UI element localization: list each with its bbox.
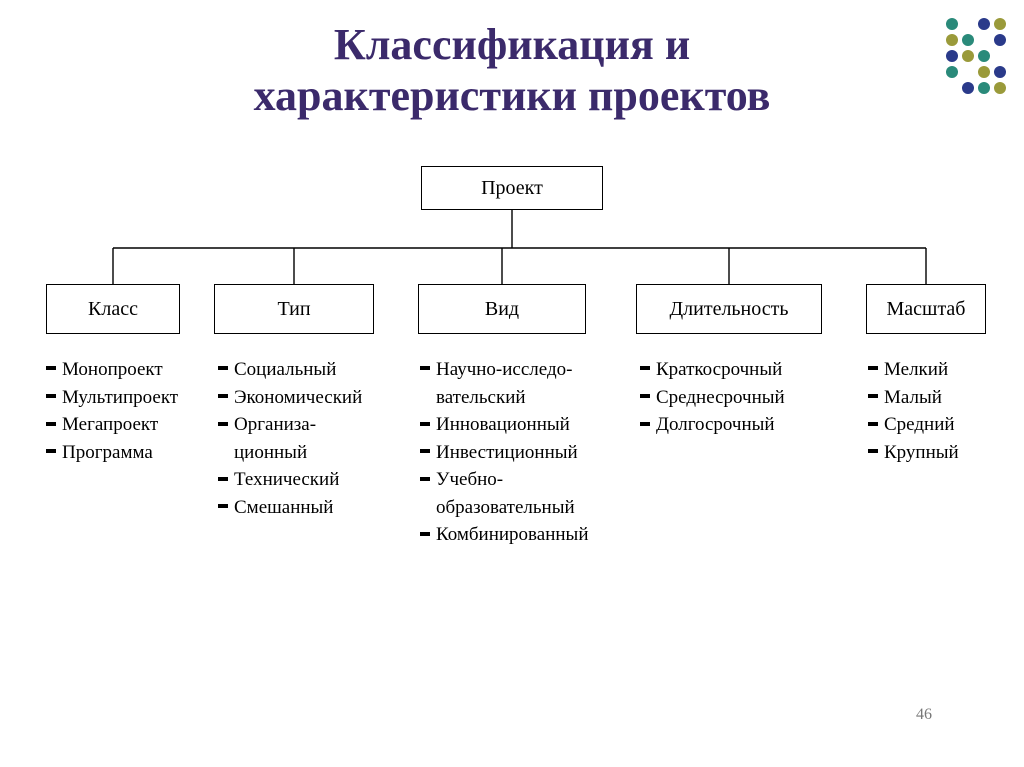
items-col-2: Научно-исследо-вательскийИнновационныйИн… bbox=[420, 356, 588, 549]
list-item: Средний bbox=[868, 411, 959, 439]
category-box-4: Масштаб bbox=[866, 284, 986, 334]
page-number: 46 bbox=[916, 706, 932, 724]
category-box-0: Класс bbox=[46, 284, 180, 334]
list-item: Организа- bbox=[218, 411, 362, 439]
list-item: Социальный bbox=[218, 356, 362, 384]
list-item: Программа bbox=[46, 439, 178, 467]
list-item: Инвестиционный bbox=[420, 439, 588, 467]
list-item: Учебно- bbox=[420, 466, 588, 494]
slide-title: Классификация и характеристики проектов bbox=[0, 20, 1024, 121]
list-item: Смешанный bbox=[218, 494, 362, 522]
items-col-3: КраткосрочныйСреднесрочныйДолгосрочный bbox=[640, 356, 785, 439]
items-col-0: МонопроектМультипроектМегапроектПрограмм… bbox=[46, 356, 178, 466]
title-line-2: характеристики проектов bbox=[254, 71, 771, 120]
list-item: Малый bbox=[868, 384, 959, 412]
list-item: Мегапроект bbox=[46, 411, 178, 439]
list-item: Краткосрочный bbox=[640, 356, 785, 384]
root-box: Проект bbox=[421, 166, 603, 210]
list-item: Монопроект bbox=[46, 356, 178, 384]
items-col-1: СоциальныйЭкономическийОрганиза-ционныйТ… bbox=[218, 356, 362, 521]
category-box-2: Вид bbox=[418, 284, 586, 334]
list-item: Долгосрочный bbox=[640, 411, 785, 439]
list-item: ционный bbox=[218, 439, 362, 467]
category-box-1: Тип bbox=[214, 284, 374, 334]
list-item: Инновационный bbox=[420, 411, 588, 439]
list-item: Крупный bbox=[868, 439, 959, 467]
list-item: Экономический bbox=[218, 384, 362, 412]
items-col-4: МелкийМалыйСреднийКрупный bbox=[868, 356, 959, 466]
list-item: Технический bbox=[218, 466, 362, 494]
list-item: Мультипроект bbox=[46, 384, 178, 412]
list-item: Мелкий bbox=[868, 356, 959, 384]
category-box-3: Длительность bbox=[636, 284, 822, 334]
decor-dots bbox=[944, 16, 1008, 96]
list-item: Среднесрочный bbox=[640, 384, 785, 412]
list-item: Научно-исследо- bbox=[420, 356, 588, 384]
list-item: образовательный bbox=[420, 494, 588, 522]
list-item: вательский bbox=[420, 384, 588, 412]
list-item: Комбинированный bbox=[420, 521, 588, 549]
title-line-1: Классификация и bbox=[334, 20, 690, 69]
